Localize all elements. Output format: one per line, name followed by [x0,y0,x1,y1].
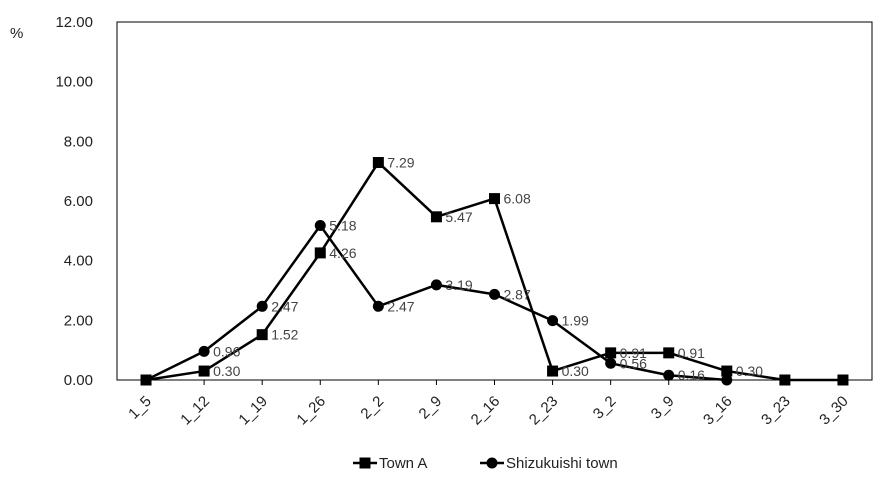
data-label: 0.91 [678,345,705,361]
legend-label: Shizukuishi town [506,455,618,472]
data-point-circle [547,315,559,327]
data-point-square [605,347,617,359]
x-tick-label: 1_12 [177,393,213,429]
x-tick-label: 3_9 [648,393,678,423]
data-label: 1.52 [271,327,298,343]
data-label: 0.96 [213,343,240,359]
data-label: 0.16 [678,367,705,383]
data-point-square [721,365,733,377]
data-label: 0.91 [620,345,647,361]
y-axis-ticks: 0.00 2.00 4.00 6.00 8.00 10.00 12.00 [55,14,93,389]
data-label: 5.18 [329,217,356,233]
x-tick-label: 3_30 [816,393,852,429]
data-point-square [314,247,326,259]
data-point-circle [198,345,210,357]
data-label: 0.30 [736,363,763,379]
data-label: 6.08 [504,191,531,207]
y-tick-label: 0.00 [64,372,93,389]
x-tick-label: 2_9 [416,393,446,423]
data-point-circle [314,219,326,231]
data-label: 2.47 [387,298,414,314]
data-label: 2.87 [504,286,531,302]
series-markers [140,157,849,386]
series-data-labels: 0.30 1.52 4.26 7.29 5.47 6.08 0.30 0.91 0.91 0.30… [213,155,763,384]
data-point-square [663,347,675,359]
y-tick-label: 12.00 [55,14,93,31]
data-point-circle [372,300,384,312]
data-point-circle [256,300,268,312]
data-point-circle [430,279,442,291]
data-point-square [547,365,559,377]
legend-marker-square [359,457,371,469]
legend-label: Town A [379,455,427,472]
x-tick-label: 1_26 [293,393,329,429]
x-tick-label: 3_16 [700,393,736,429]
x-tick-label: 2_23 [526,393,562,429]
data-label: 2.47 [271,298,298,314]
data-point-circle [489,288,500,300]
data-point-circle [663,369,675,381]
x-tick-label: 2_2 [357,393,387,423]
x-tick-label: 1_5 [125,393,155,423]
x-axis-ticks: 1_5 1_12 1_19 1_26 2_2 2_9 2_16 2_23 3_2 3_9 3_16 3… [125,380,852,428]
x-tick-label: 3_2 [590,393,620,423]
data-label: 1.99 [562,313,589,329]
data-point-square [198,365,210,377]
data-label: 4.26 [329,245,356,261]
data-label: 0.30 [213,363,240,379]
legend-marker-circle [486,457,498,469]
y-tick-label: 8.00 [64,133,93,150]
x-tick-label: 1_19 [235,393,271,429]
data-label: 5.47 [445,209,472,225]
data-point-circle [721,374,733,386]
x-tick-label: 2_16 [468,393,504,429]
data-label: 7.29 [387,155,414,171]
y-tick-label: 4.00 [64,253,93,270]
data-point-square [430,211,442,223]
data-label: 0.30 [562,363,589,379]
y-tick-label: 2.00 [64,312,93,329]
data-point-circle [140,374,152,386]
data-label: 0.56 [620,355,647,371]
data-point-square [489,193,500,205]
y-tick-label: 10.00 [55,74,93,91]
data-point-square [256,329,268,341]
data-point-square [372,157,384,169]
data-point-circle [605,357,617,369]
data-label: 3.19 [445,277,472,293]
data-point-square [837,374,849,386]
data-point-square [779,374,791,386]
y-axis-unit: % [10,25,23,42]
y-tick-label: 6.00 [64,193,93,210]
legend: Town A Shizukuishi town [353,455,618,472]
x-tick-label: 3_23 [758,393,794,429]
